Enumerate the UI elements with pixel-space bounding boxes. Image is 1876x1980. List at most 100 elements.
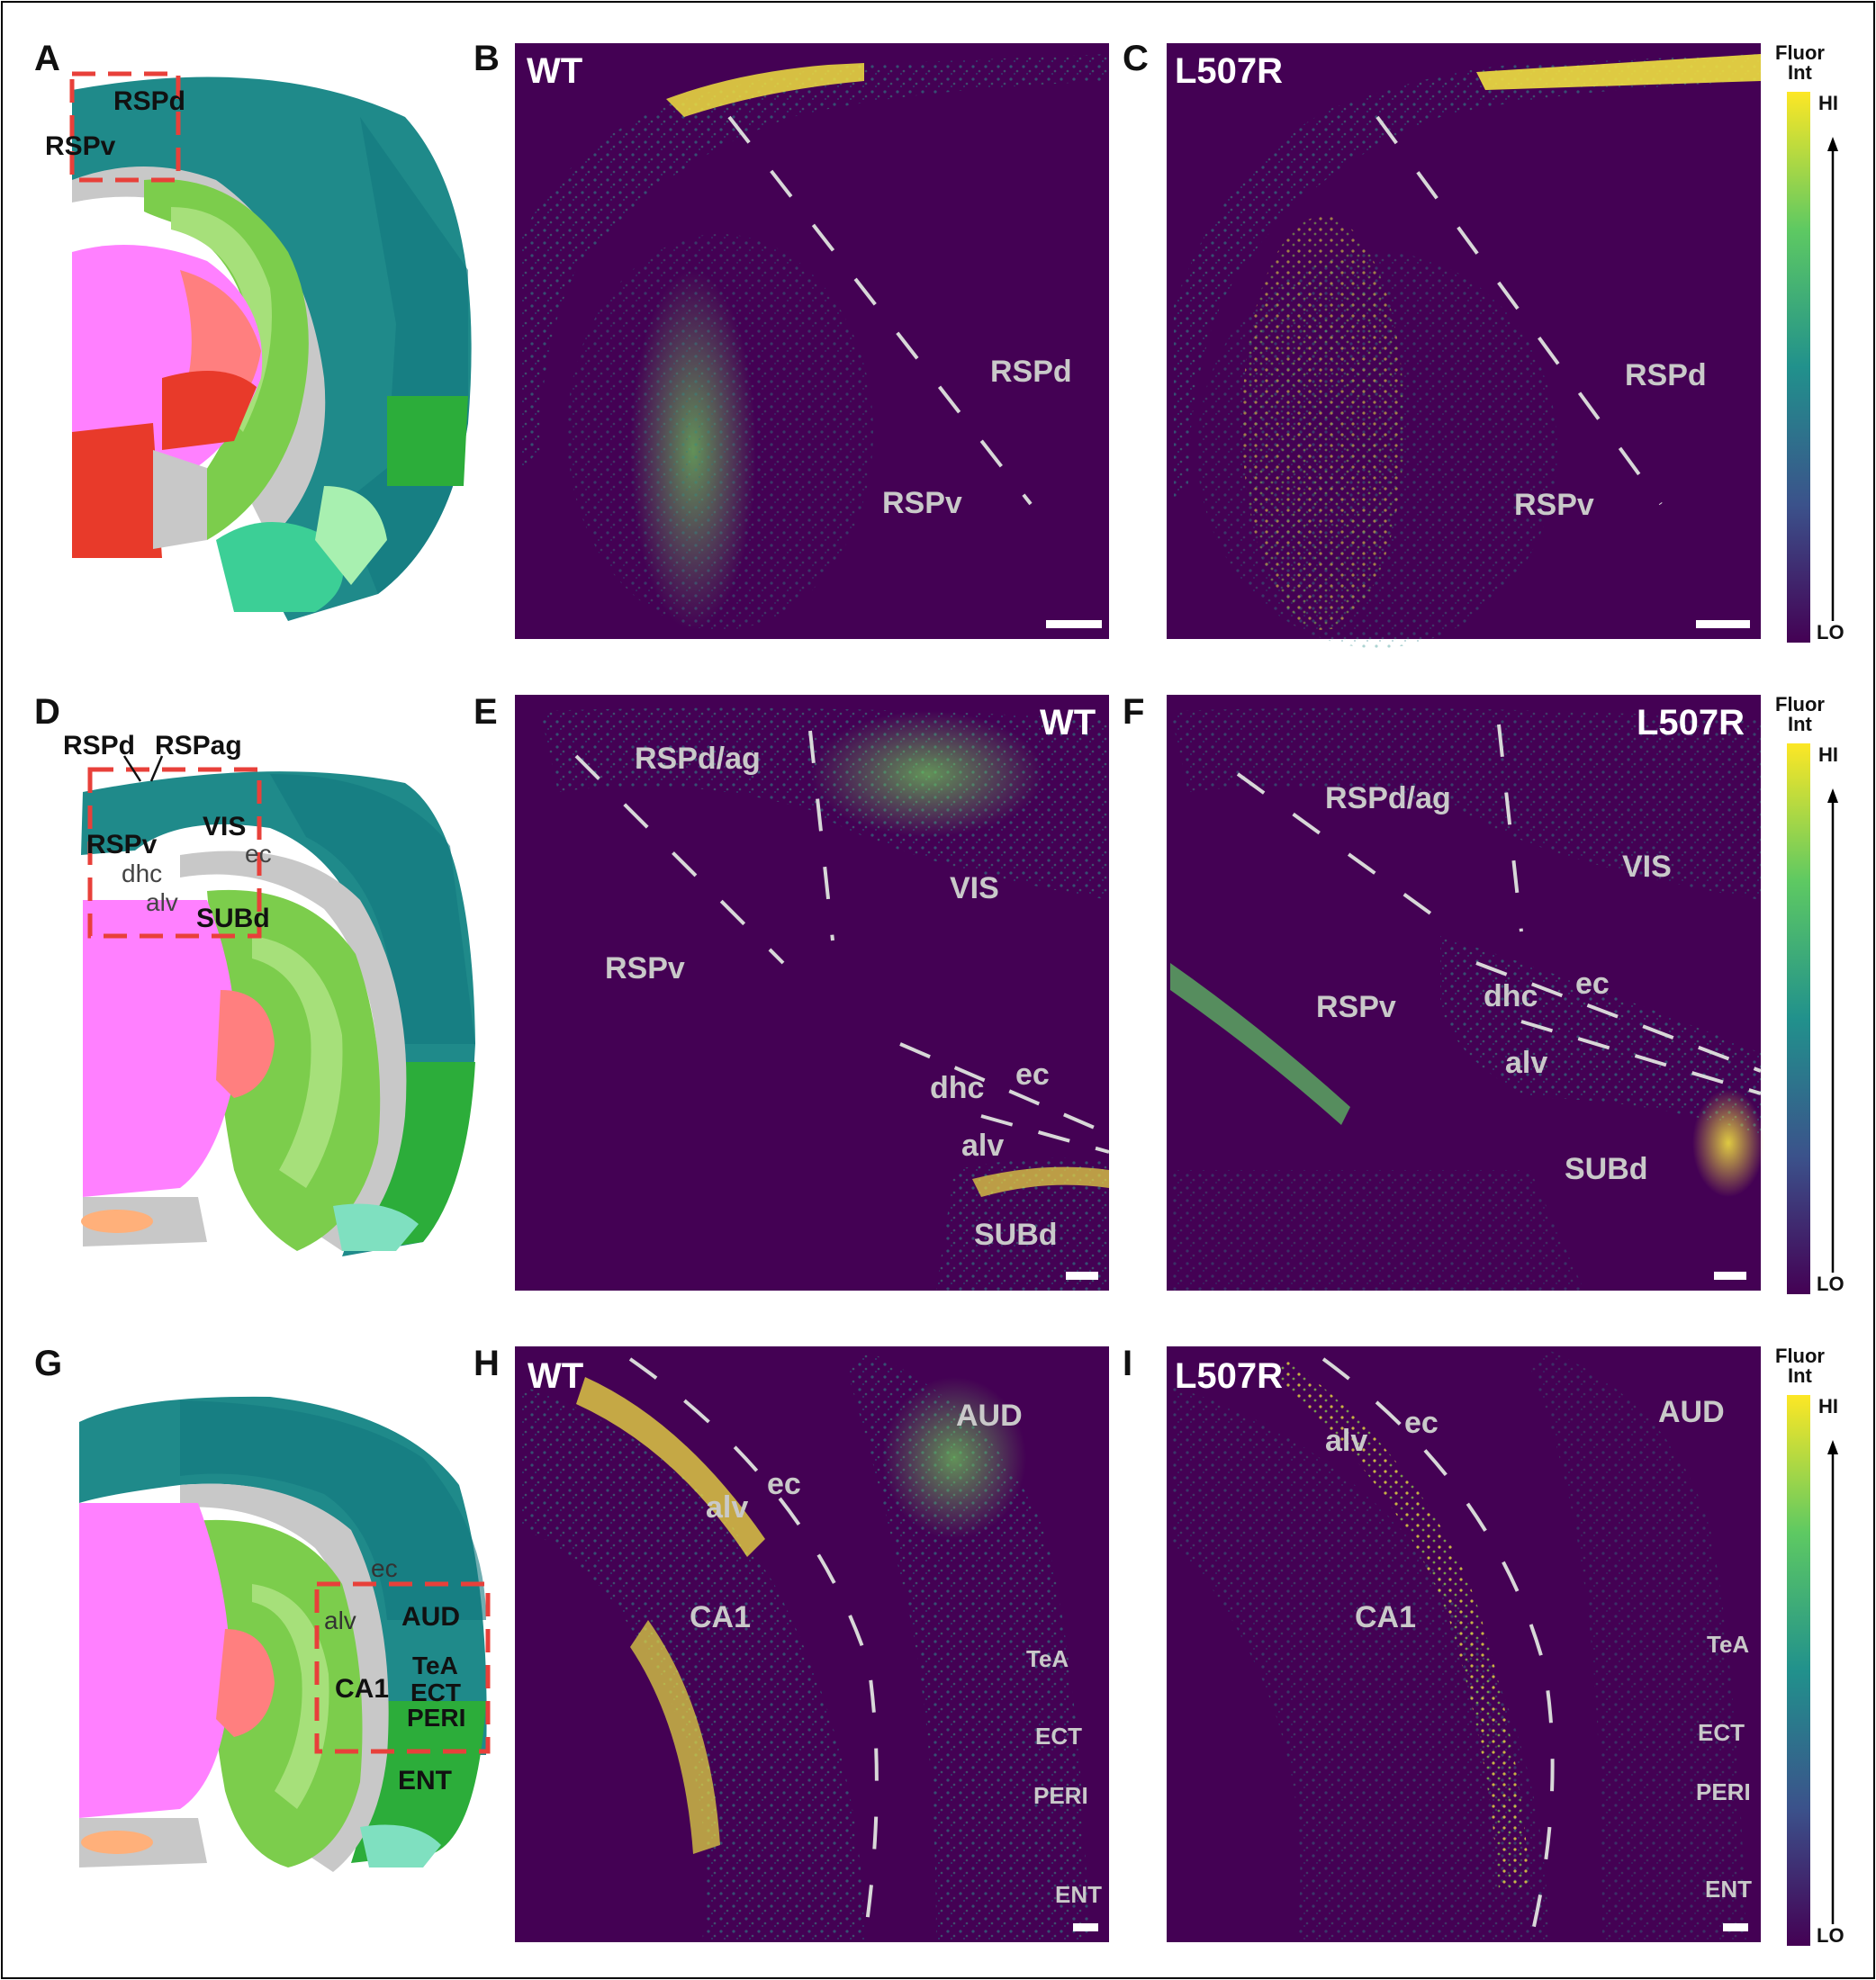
colorbar1-title-2: Int bbox=[1788, 61, 1813, 84]
atlas-g-mint bbox=[360, 1824, 441, 1868]
atlas-a-lower-gray bbox=[153, 450, 207, 549]
panel-c-surface-glow bbox=[1476, 54, 1761, 90]
panel-e-subd-glow bbox=[972, 1166, 1109, 1197]
panel-f-subd-glow bbox=[1692, 1089, 1764, 1197]
panel-e-label-rspv: RSPv bbox=[605, 951, 685, 986]
panel-letter-e: E bbox=[474, 692, 498, 732]
panel-b-surface-glow bbox=[666, 63, 864, 117]
atlas-d-orange-nucleus bbox=[81, 1210, 153, 1233]
colorbar2-hi: HI bbox=[1818, 743, 1838, 766]
atlas-g-thal-red bbox=[216, 1629, 275, 1737]
panel-letter-d: D bbox=[34, 692, 60, 732]
panel-b-genotype: WT bbox=[527, 51, 582, 91]
panel-f-image: F L507R RSPd/ag VIS RSPv dhc ec alv SUBd bbox=[1123, 692, 1764, 1291]
panel-f-label-vis: VIS bbox=[1622, 850, 1672, 884]
panel-i-label-tea: TeA bbox=[1707, 1631, 1749, 1658]
colorbar2-title-2: Int bbox=[1788, 713, 1813, 735]
atlas-g-thalamus bbox=[79, 1503, 230, 1818]
panel-i-label-alv: alv bbox=[1325, 1424, 1367, 1458]
panel-c-scalebar bbox=[1696, 620, 1750, 628]
panel-letter-i: I bbox=[1123, 1344, 1132, 1383]
colorbar3-lo: LO bbox=[1817, 1924, 1844, 1947]
panel-i-aud-texture bbox=[1530, 1350, 1746, 1942]
atlas-g-label-ect: ECT bbox=[410, 1678, 461, 1706]
panel-i-label-ec: ec bbox=[1404, 1406, 1439, 1440]
colorbar1-arrow-head bbox=[1827, 137, 1838, 151]
panel-e-label-vis: VIS bbox=[950, 871, 999, 905]
panel-i-alv-cells bbox=[1269, 1359, 1530, 1890]
atlas-d-pointer-1 bbox=[122, 755, 142, 782]
panel-c-label-rspv: RSPv bbox=[1514, 488, 1594, 522]
colorbar-row1: Fluor Int HI LO bbox=[1775, 41, 1844, 644]
panel-f-fiber-line bbox=[1170, 963, 1350, 1125]
atlas-d-label-subd: SUBd bbox=[196, 904, 270, 933]
panel-b-body-texture bbox=[567, 234, 873, 630]
panel-letter-b: B bbox=[474, 39, 500, 78]
atlas-d-hippo-inner bbox=[252, 936, 343, 1188]
atlas-d-thal-red bbox=[216, 990, 275, 1098]
colorbar2-title-1: Fluor bbox=[1775, 693, 1825, 716]
panel-f-label-rspdag: RSPd/ag bbox=[1325, 781, 1451, 815]
panel-i-label-ca1: CA1 bbox=[1355, 1600, 1416, 1634]
colorbar1-hi: HI bbox=[1818, 92, 1838, 114]
atlas-g-hippo-inner bbox=[252, 1584, 329, 1809]
atlas-a-red-nucleus bbox=[162, 371, 257, 450]
colorbar1-title-1: Fluor bbox=[1775, 41, 1825, 64]
panel-c-body-texture bbox=[1197, 252, 1557, 648]
atlas-a-light-patch bbox=[315, 486, 387, 585]
panel-b-label-rspd: RSPd bbox=[990, 355, 1072, 389]
panel-i-image: I L507R AUD alv ec CA1 TeA ECT PERI ENT bbox=[1123, 1344, 1761, 1943]
panel-g-atlas: G ec alv AUD CA1 TeA ECT PERI ENT bbox=[34, 1344, 491, 1872]
panel-e-image: E WT RSPd/ag VIS RSPv dhc ec alv SUBd bbox=[474, 692, 1110, 1291]
colorbar3-gradient bbox=[1787, 1395, 1810, 1946]
panel-h-label-ca1: CA1 bbox=[690, 1600, 751, 1634]
panel-a-atlas: A RSPd RSPv bbox=[34, 39, 472, 622]
panel-h-genotype: WT bbox=[528, 1356, 583, 1396]
colorbar-row3: Fluor Int HI LO bbox=[1775, 1345, 1844, 1947]
atlas-g-orange-nucleus bbox=[81, 1831, 153, 1854]
atlas-a-label-rspv: RSPv bbox=[45, 131, 116, 161]
atlas-d-label-ec: ec bbox=[245, 840, 272, 868]
panel-e-label-subd: SUBd bbox=[974, 1218, 1058, 1252]
panel-h-scalebar bbox=[1073, 1923, 1098, 1931]
panel-h-image: H WT AUD alv ec CA1 TeA ECT PERI ENT bbox=[474, 1344, 1109, 1943]
atlas-d-cortex-lateral bbox=[270, 774, 475, 1044]
atlas-d-label-vis: VIS bbox=[203, 812, 246, 842]
atlas-a-bottom-mint bbox=[216, 522, 344, 612]
atlas-d-thalamus bbox=[83, 900, 236, 1197]
colorbar3-title-2: Int bbox=[1788, 1364, 1813, 1387]
atlas-g-label-aud: AUD bbox=[401, 1602, 460, 1632]
panel-h-label-ec: ec bbox=[767, 1467, 801, 1501]
panel-f-label-alv: alv bbox=[1505, 1046, 1547, 1080]
panel-e-boundary-3 bbox=[899, 1042, 1110, 1136]
colorbar2-lo: LO bbox=[1817, 1273, 1844, 1295]
panel-f-cortex-texture bbox=[1170, 707, 1761, 900]
panel-h-label-ent: ENT bbox=[1055, 1881, 1102, 1908]
panel-h-label-peri: PERI bbox=[1033, 1782, 1088, 1809]
atlas-g-label-peri: PERI bbox=[407, 1704, 465, 1732]
atlas-d-label-alv: alv bbox=[146, 888, 178, 916]
atlas-g-hippocampus bbox=[194, 1519, 363, 1868]
panel-e-label-alv: alv bbox=[961, 1129, 1004, 1163]
panel-i-label-ect: ECT bbox=[1698, 1719, 1745, 1746]
colorbar1-gradient bbox=[1787, 92, 1810, 643]
atlas-g-label-tea: TeA bbox=[412, 1652, 458, 1679]
colorbar2-arrow-head bbox=[1827, 788, 1838, 803]
panel-e-scalebar bbox=[1066, 1272, 1098, 1280]
colorbar-row2: Fluor Int HI LO bbox=[1775, 693, 1844, 1295]
panel-i-label-peri: PERI bbox=[1696, 1778, 1751, 1805]
atlas-d-mint bbox=[333, 1203, 419, 1251]
panel-c-label-rspd: RSPd bbox=[1625, 358, 1707, 392]
panel-h-aud-glow bbox=[882, 1377, 1026, 1539]
panel-f-label-dhc: dhc bbox=[1484, 979, 1538, 1013]
atlas-d-ent bbox=[360, 1062, 475, 1251]
panel-i-genotype: L507R bbox=[1175, 1356, 1283, 1396]
panel-f-genotype: L507R bbox=[1637, 703, 1745, 742]
colorbar3-arrow-head bbox=[1827, 1440, 1838, 1454]
atlas-d-roi-box bbox=[87, 767, 262, 939]
panel-h-ca1-texture bbox=[522, 1386, 864, 1942]
panel-letter-c: C bbox=[1123, 39, 1149, 78]
panel-e-boundary-1 bbox=[574, 754, 785, 965]
panel-letter-f: F bbox=[1123, 692, 1144, 732]
